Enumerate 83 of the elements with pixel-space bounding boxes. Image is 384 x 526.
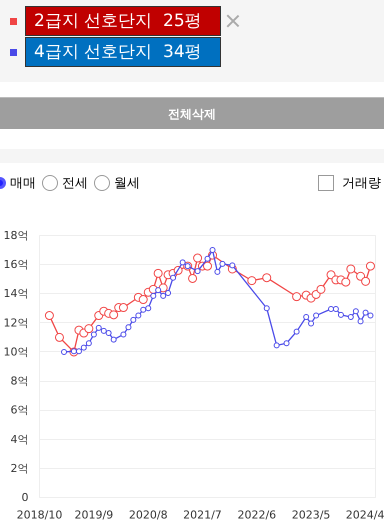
x-tick-label: 2022/6 (237, 508, 276, 522)
point (140, 306, 146, 313)
point (155, 287, 162, 294)
point (76, 348, 82, 354)
legend-label: 4급지 선호단지 34평 (25, 36, 221, 68)
point (352, 308, 359, 314)
point (135, 312, 142, 319)
point (308, 320, 314, 327)
point (214, 268, 220, 275)
point (84, 324, 94, 334)
point (125, 324, 132, 330)
point (61, 348, 68, 355)
point (346, 264, 356, 274)
text: 전세 (62, 176, 88, 191)
x-tick-label: 2019/9 (74, 508, 114, 522)
point (366, 262, 375, 271)
x-tick-label: 2023/5 (292, 508, 330, 522)
point (44, 311, 54, 320)
point (313, 312, 320, 319)
y-tick-label: 6억 (10, 404, 28, 417)
point (96, 324, 102, 331)
text: 월세 (114, 176, 140, 191)
y-tick-label: 8억 (10, 374, 28, 388)
y-tick-label: 0 (22, 491, 28, 504)
y-tick-label: 2억 (10, 462, 28, 475)
point (219, 260, 226, 267)
point (358, 318, 364, 324)
point (332, 306, 339, 312)
y-tick-label: 18억 (4, 229, 29, 242)
text: 거래량 (341, 175, 381, 193)
x-tick-label: 2018/10 (16, 508, 62, 522)
point (367, 312, 374, 319)
point (274, 342, 280, 348)
point (90, 331, 97, 338)
point (341, 278, 350, 287)
x-tick-label: 2024/4 (346, 508, 384, 522)
point (130, 316, 136, 323)
point (145, 305, 152, 312)
y-tick-label: 12억 (4, 316, 29, 330)
point (160, 292, 166, 299)
point (106, 330, 112, 336)
point (165, 290, 172, 296)
point (362, 310, 369, 316)
point (292, 292, 302, 302)
point (194, 268, 201, 274)
x-tick-label: 2021/7 (183, 508, 222, 522)
point (316, 284, 326, 294)
point (180, 259, 186, 266)
point (80, 344, 87, 351)
point (303, 314, 310, 320)
point (348, 314, 354, 320)
point (262, 273, 272, 282)
point (170, 274, 176, 281)
point (150, 292, 156, 299)
point (247, 276, 256, 286)
y-tick-label: 14억 (4, 287, 29, 300)
text: 매매 (10, 176, 36, 191)
point (193, 254, 202, 263)
point (109, 310, 118, 320)
point (154, 268, 163, 278)
point (138, 295, 148, 304)
point (338, 312, 344, 318)
point (120, 331, 126, 338)
y-tick-label: 16억 (4, 258, 29, 272)
x-tick-label: 2020/8 (128, 508, 168, 522)
point (229, 262, 236, 268)
y-tick-label: 4억 (10, 432, 28, 446)
y-tick-label: 10억 (4, 345, 29, 358)
point (204, 256, 210, 262)
point (210, 247, 216, 254)
point (54, 332, 64, 342)
text: 전체삭제 (0, 97, 384, 129)
point (361, 276, 370, 286)
point (284, 340, 290, 346)
point (188, 274, 198, 283)
point (203, 262, 212, 271)
point (294, 328, 300, 335)
point (118, 303, 128, 312)
point (86, 340, 92, 346)
point (264, 305, 270, 312)
point (100, 328, 107, 334)
legend-label: 2급지 선호단지 25평 (25, 6, 221, 36)
point (110, 336, 117, 343)
